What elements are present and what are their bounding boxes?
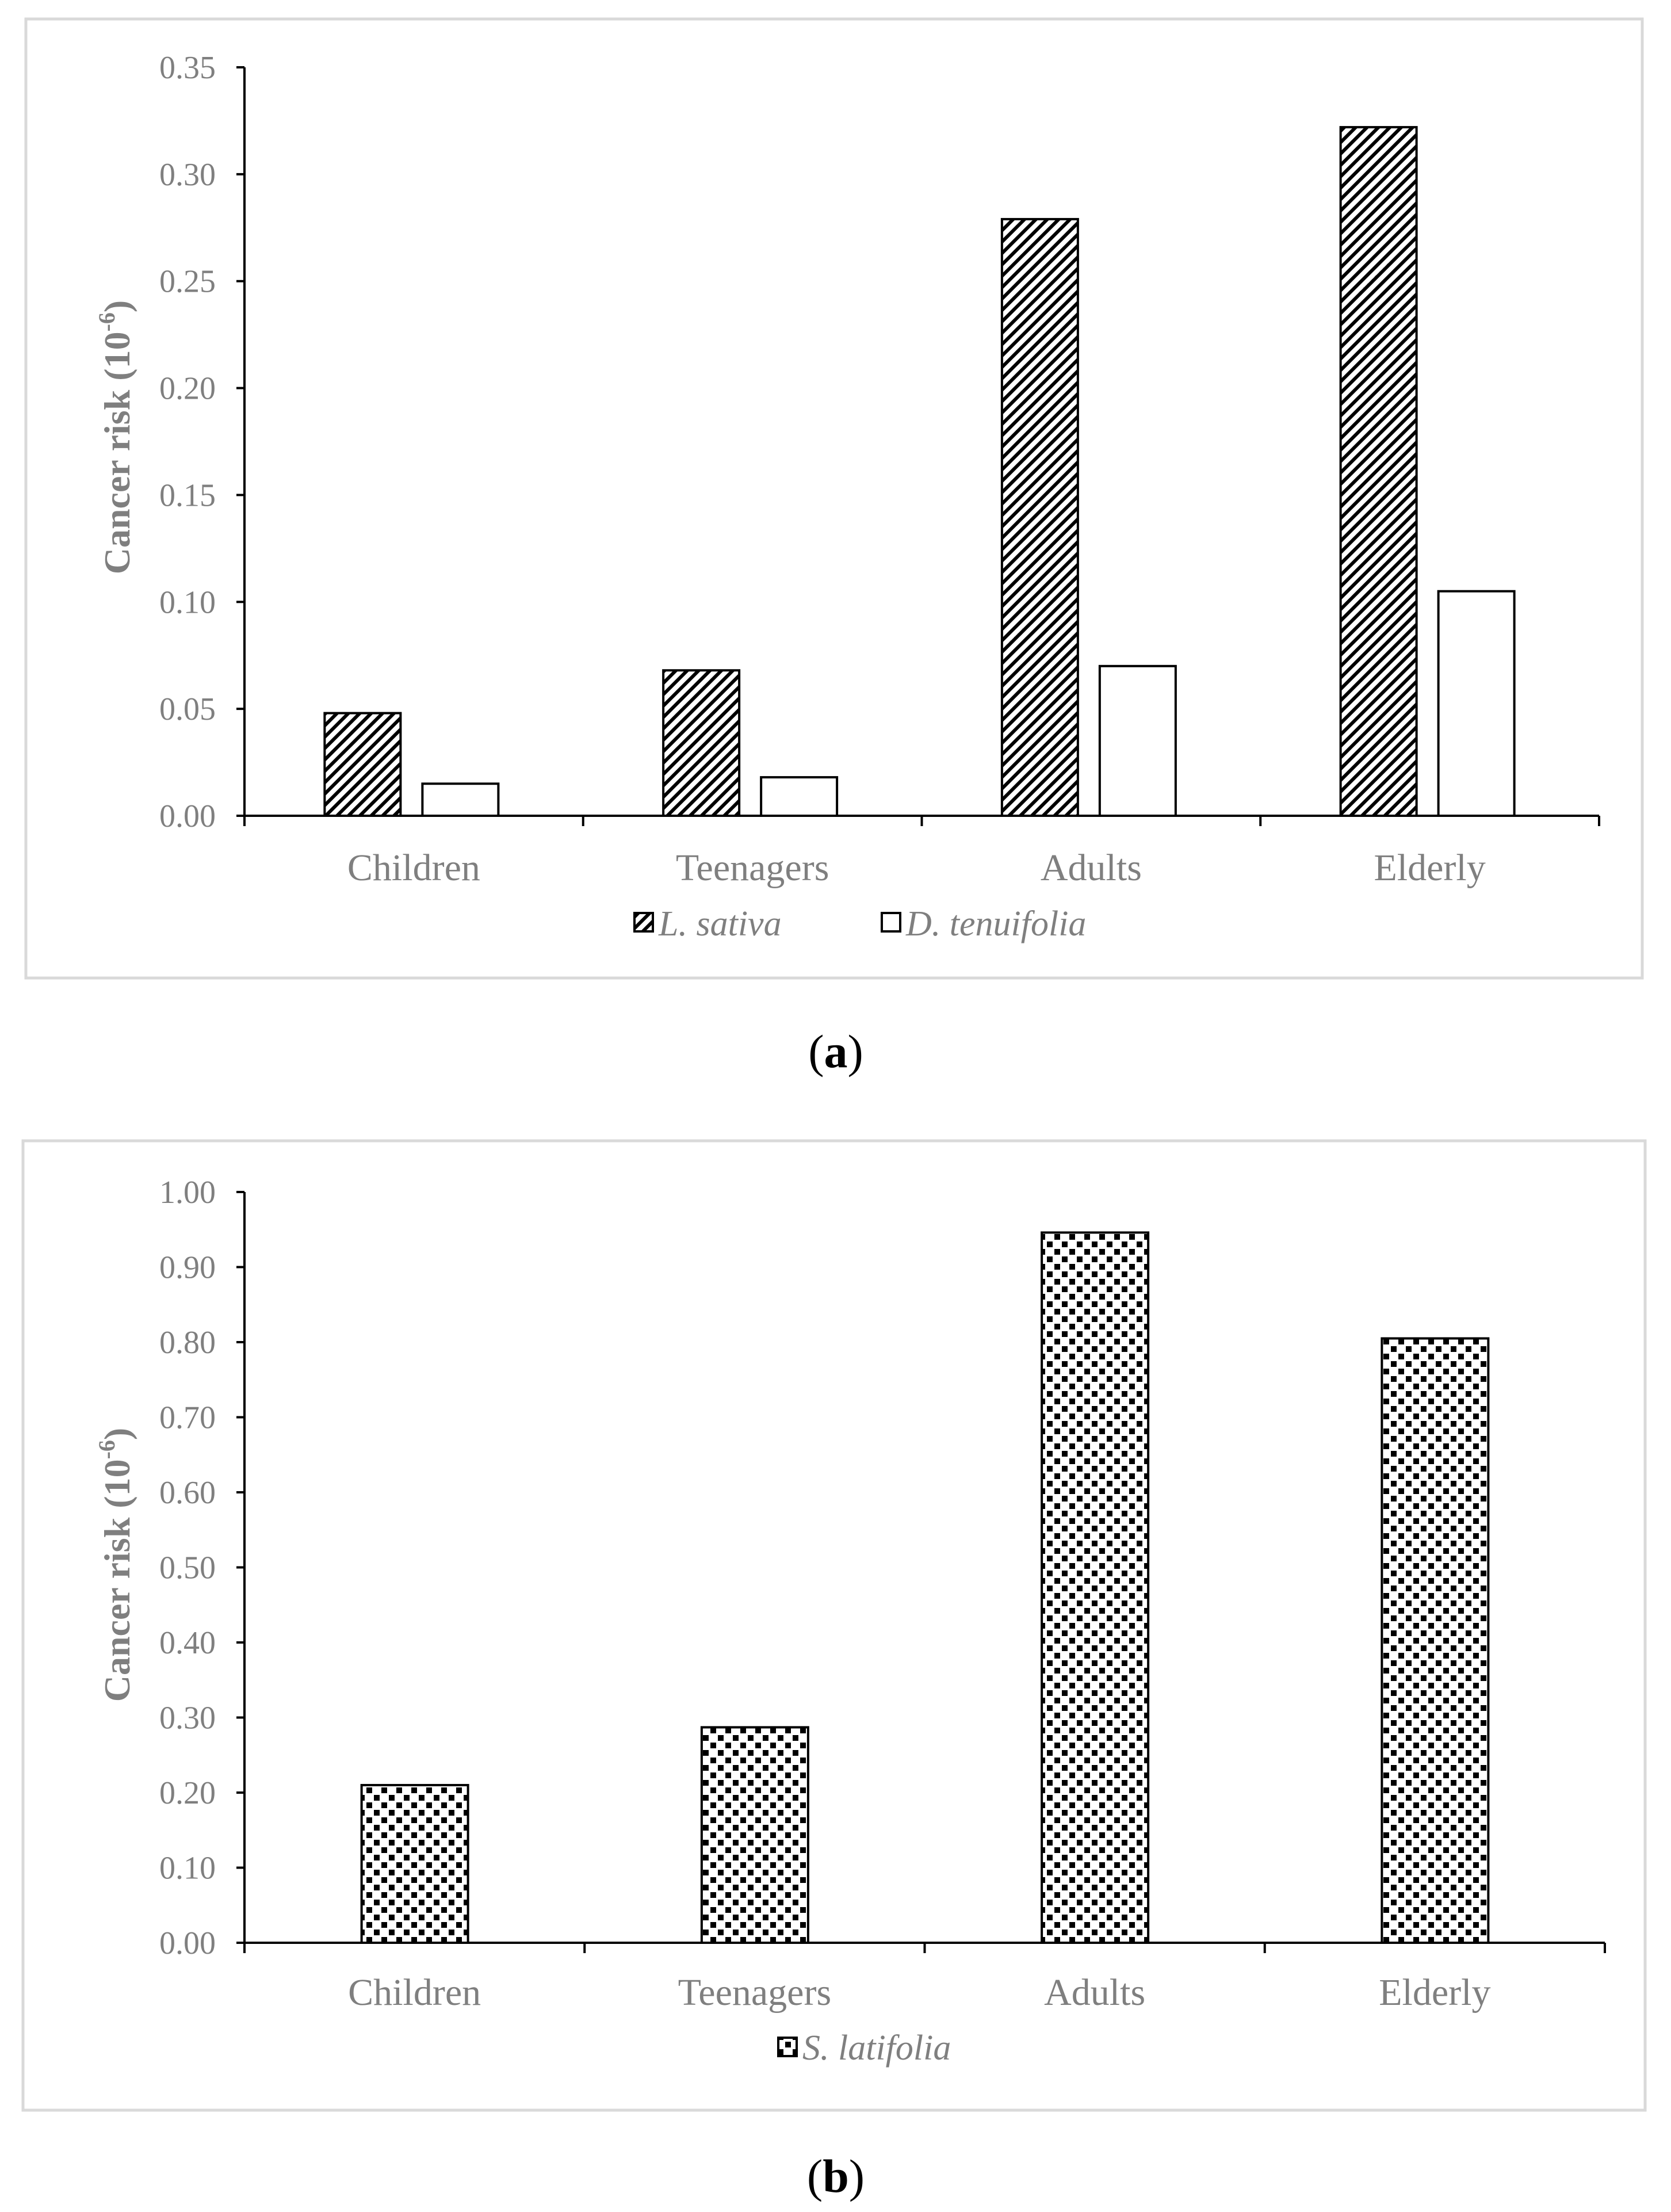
y-tick-label: 0.30 xyxy=(159,157,216,193)
category-labels-b: Children Teenagers Adults Elderly xyxy=(348,1972,1490,2014)
y-tick-label: 0.25 xyxy=(159,264,216,300)
category-label-elderly: Elderly xyxy=(1374,847,1485,889)
y-tick-label: 0.00 xyxy=(159,799,216,834)
chart-panel-a: Cancer risk (10-6) 0.000.050.100.150.200… xyxy=(24,17,1644,1078)
bar-l-sativa-elderly xyxy=(1339,126,1418,817)
y-tick-label: 0.20 xyxy=(159,1775,216,1811)
legend-label-d-tenuifolia: D. tenuifolia xyxy=(905,904,1086,943)
bar-d-tenuifolia-teenagers xyxy=(760,776,839,817)
y-tick-label: 0.60 xyxy=(159,1475,216,1511)
category-label-teenagers: Teenagers xyxy=(678,1972,832,2014)
bars-a xyxy=(323,126,1516,817)
bar-s-latifolia-elderly xyxy=(1381,1337,1490,1944)
y-axis-title-b: Cancer risk (10-6) xyxy=(94,1428,137,1702)
bar-s-latifolia-children xyxy=(360,1783,469,1944)
chart-panel-b: Cancer risk (10-6) 0.000.100.200.300.400… xyxy=(21,1139,1647,2202)
category-label-adults: Adults xyxy=(1041,847,1142,889)
y-tick-label: 1.00 xyxy=(159,1175,216,1210)
legend-swatch-d-tenuifolia xyxy=(881,912,901,933)
y-tick-label: 0.40 xyxy=(159,1625,216,1661)
bar-l-sativa-teenagers xyxy=(662,669,741,817)
y-tick-label: 0.10 xyxy=(159,1851,216,1886)
legend-a: L. sativa D. tenuifolia xyxy=(633,904,1086,943)
bar-l-sativa-adults xyxy=(1000,217,1079,817)
legend-label-l-sativa: L. sativa xyxy=(658,904,782,943)
bar-l-sativa-children xyxy=(323,712,402,817)
y-tick-label: 0.90 xyxy=(159,1250,216,1286)
category-label-children: Children xyxy=(348,1972,481,2014)
chart-frame-b xyxy=(21,1139,1647,2112)
legend-b: S. latifolia xyxy=(777,2028,951,2068)
y-tick-label: 0.70 xyxy=(159,1400,216,1436)
y-tick-label: 0.10 xyxy=(159,584,216,620)
y-tick-label: 0.80 xyxy=(159,1325,216,1361)
bar-s-latifolia-adults xyxy=(1041,1231,1150,1944)
y-tick-label: 0.35 xyxy=(159,50,216,86)
y-tick-labels-b: 0.00 0.10 0.20 0.30 0.40 0.50 0.60 0.70 0.80 0.90… xyxy=(159,1175,216,1961)
category-label-children: Children xyxy=(347,847,480,889)
y-tick-label: 0.20 xyxy=(159,371,216,407)
legend-label-s-latifolia: S. latifolia xyxy=(802,2028,951,2068)
axes-b xyxy=(236,1191,1606,1953)
panel-caption-a: (a) xyxy=(808,1025,863,1078)
category-label-teenagers: Teenagers xyxy=(676,847,829,889)
bar-s-latifolia-teenagers xyxy=(700,1726,809,1944)
bar-d-tenuifolia-adults xyxy=(1098,664,1177,817)
y-tick-labels-a: 0.00 0.05 0.10 0.15 0.20 0.25 0.30 0.35 xyxy=(159,50,216,834)
axes-a xyxy=(236,66,1600,826)
bars-b xyxy=(360,1231,1490,1944)
category-labels-a: Children Teenagers Adults Elderly xyxy=(347,847,1486,889)
legend-swatch-l-sativa xyxy=(633,912,654,933)
panel-caption-b: (b) xyxy=(807,2150,865,2202)
legend-swatch-s-latifolia xyxy=(777,2037,798,2057)
bar-d-tenuifolia-elderly xyxy=(1437,590,1516,817)
bar-d-tenuifolia-children xyxy=(421,782,500,817)
category-label-elderly: Elderly xyxy=(1379,1972,1490,2014)
y-axis-title-a: Cancer risk (10-6) xyxy=(94,300,137,575)
category-label-adults: Adults xyxy=(1044,1972,1145,2014)
y-tick-label: 0.50 xyxy=(159,1550,216,1586)
y-tick-label: 0.30 xyxy=(159,1701,216,1736)
y-tick-label: 0.05 xyxy=(159,692,216,727)
y-tick-label: 0.00 xyxy=(159,1926,216,1961)
y-tick-label: 0.15 xyxy=(159,477,216,513)
